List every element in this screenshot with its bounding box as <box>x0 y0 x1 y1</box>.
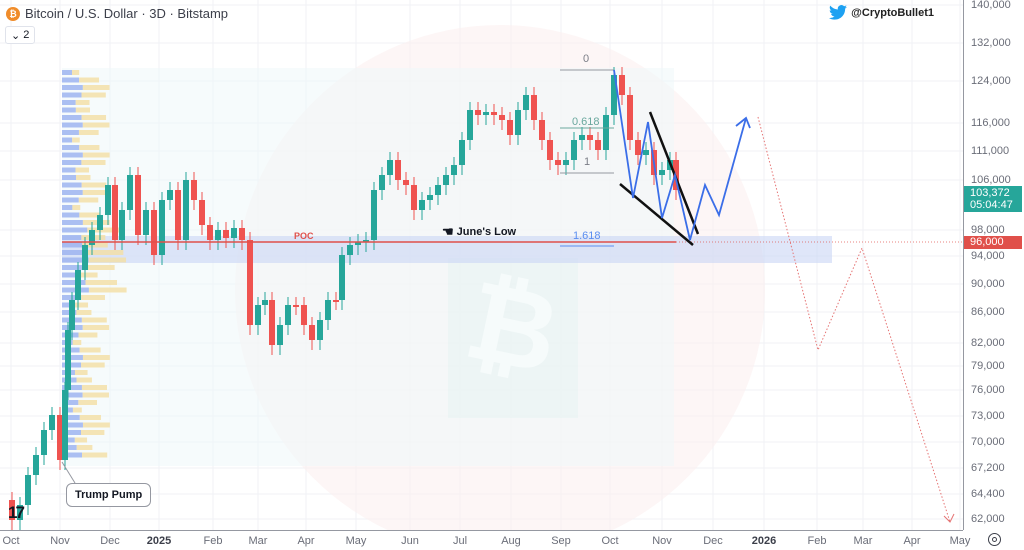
time-tick: Oct <box>2 535 20 547</box>
price-tick: 90,000 <box>971 278 1005 290</box>
time-tick: Feb <box>807 535 827 547</box>
time-tick: Feb <box>203 535 223 547</box>
time-tick: Dec <box>703 535 723 547</box>
symbol-header: ₿ Bitcoin / U.S. Dollar · 3D · Bitstamp <box>6 6 228 21</box>
time-tick: Mar <box>248 535 268 547</box>
current-price-tag: 103,372 05:04:47 <box>964 186 1022 212</box>
time-tick: Jun <box>401 535 419 547</box>
indicator-count: 2 <box>23 29 30 41</box>
price-tick: 132,000 <box>971 37 1011 49</box>
time-tick: Aug <box>501 535 521 547</box>
poc-price-tag: 96,000 <box>964 236 1022 249</box>
time-tick: Mar <box>853 535 873 547</box>
fib-level-0: 0 <box>583 53 590 65</box>
pointing-hand-icon: ☚ <box>442 224 454 239</box>
price-tick: 98,000 <box>971 224 1005 236</box>
price-tick: 116,000 <box>971 117 1010 129</box>
price-tick: 111,000 <box>971 145 1010 157</box>
time-axis[interactable]: Oct Nov Dec 2025 Feb Mar Apr May Jun Jul Aug Sep Oct… <box>0 530 970 550</box>
time-tick: Oct <box>601 535 619 547</box>
time-tick: May <box>345 535 367 547</box>
time-tick: Dec <box>100 535 120 547</box>
author-watermark: @CryptoBullet1 <box>829 5 934 20</box>
time-tick: Nov <box>50 535 70 547</box>
price-tick: 124,000 <box>971 75 1011 87</box>
time-tick: Sep <box>551 535 571 547</box>
price-tick: 140,000 <box>971 0 1011 11</box>
tradingview-logo[interactable]: 17 <box>8 503 25 522</box>
symbol-title[interactable]: Bitcoin / U.S. Dollar · 3D · Bitstamp <box>25 6 228 21</box>
fib-level-1618: 1.618 <box>573 230 601 242</box>
indicators-collapse-button[interactable]: ⌄ 2 <box>5 26 36 44</box>
price-tick: 70,000 <box>971 436 1005 448</box>
time-tick: 2026 <box>751 535 777 547</box>
author-handle: @CryptoBullet1 <box>851 6 934 19</box>
price-tick: 79,000 <box>971 360 1005 372</box>
twitter-bird-icon <box>829 5 848 20</box>
time-tick: May <box>949 535 971 547</box>
price-tick: 76,000 <box>971 384 1005 396</box>
settings-gear-icon[interactable] <box>988 533 1001 546</box>
poc-label: POC <box>294 231 314 241</box>
time-tick: Nov <box>652 535 672 547</box>
price-tick: 106,000 <box>971 174 1011 186</box>
price-tick: 62,000 <box>971 513 1005 525</box>
junes-low-label: ☚ June's Low <box>442 224 517 239</box>
chevron-down-icon: ⌄ <box>11 29 21 42</box>
chart-canvas[interactable]: ₿ <box>0 0 963 530</box>
time-tick: 2025 <box>146 535 172 547</box>
price-tick: 64,400 <box>971 488 1005 500</box>
price-tick: 67,200 <box>971 462 1005 474</box>
price-tick: 94,000 <box>971 250 1005 262</box>
price-tick: 86,000 <box>971 306 1005 318</box>
time-tick: Jul <box>452 535 468 547</box>
fib-level-1: 1 <box>584 156 591 168</box>
time-tick: Apr <box>297 535 315 547</box>
trump-pump-callout: Trump Pump <box>66 483 152 507</box>
price-axis[interactable]: 140,000 132,000 124,000 116,000 111,000 106,0… <box>963 0 1024 530</box>
fib-level-0618: 0.618 <box>572 116 600 128</box>
price-tick: 82,000 <box>971 337 1005 349</box>
time-tick: Apr <box>903 535 921 547</box>
bitcoin-logo-icon: ₿ <box>6 6 20 21</box>
price-tick: 73,000 <box>971 410 1005 422</box>
